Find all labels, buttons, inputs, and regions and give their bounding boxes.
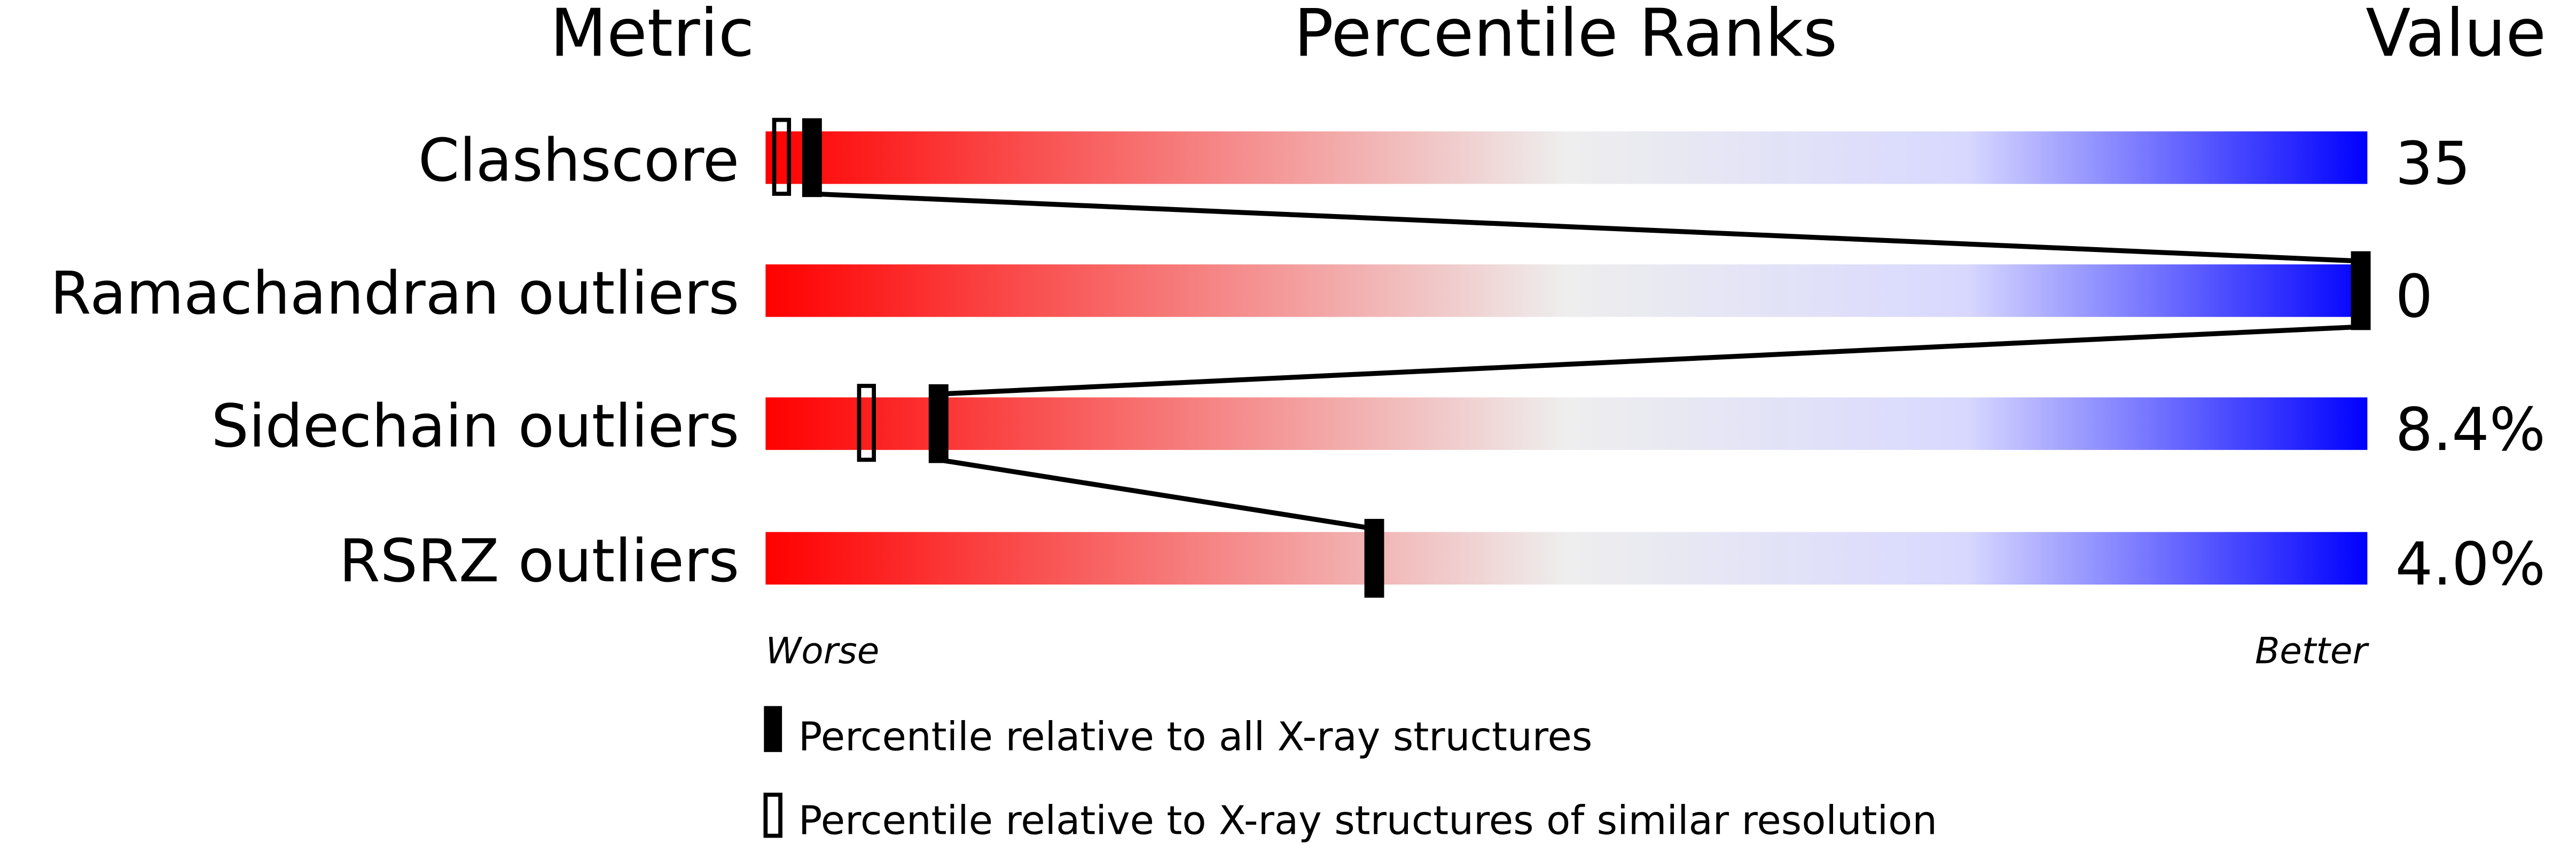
legend-filled-marker bbox=[764, 706, 782, 752]
metric-label: Sidechain outliers bbox=[212, 392, 740, 461]
worse-label: Worse bbox=[765, 630, 879, 672]
header-metric: Metric bbox=[550, 0, 754, 72]
percentile-bar bbox=[765, 264, 2368, 317]
header-percentile-ranks: Percentile Ranks bbox=[1294, 0, 1837, 72]
percentile-bar bbox=[765, 532, 2368, 585]
percentile-bar bbox=[765, 131, 2368, 184]
all-structures-marker bbox=[2351, 251, 2371, 330]
header-value: Value bbox=[2366, 0, 2546, 72]
metric-value: 0 bbox=[2395, 263, 2433, 331]
connector-line bbox=[938, 324, 2361, 397]
legend-all-label: Percentile relative to all X-ray structu… bbox=[798, 714, 1592, 760]
better-label: Better bbox=[2255, 630, 2370, 672]
all-structures-marker bbox=[802, 118, 822, 198]
connector-line bbox=[812, 191, 2361, 264]
metric-label: Ramachandran outliers bbox=[50, 259, 739, 328]
metric-value: 4.0% bbox=[2395, 530, 2546, 599]
similar-resolution-marker bbox=[772, 117, 792, 196]
metric-label: RSRZ outliers bbox=[339, 527, 739, 596]
metric-value: 8.4% bbox=[2395, 396, 2546, 464]
metric-label: Clashscore bbox=[418, 126, 739, 195]
all-structures-marker bbox=[928, 384, 949, 463]
legend-outline-marker bbox=[763, 792, 782, 838]
connector-line bbox=[938, 457, 1375, 532]
metric-value: 35 bbox=[2395, 130, 2471, 199]
percentile-bar bbox=[765, 397, 2368, 450]
legend-similar-label: Percentile relative to X-ray structures … bbox=[798, 798, 1937, 844]
similar-resolution-marker bbox=[857, 384, 876, 462]
all-structures-marker bbox=[1364, 519, 1384, 598]
